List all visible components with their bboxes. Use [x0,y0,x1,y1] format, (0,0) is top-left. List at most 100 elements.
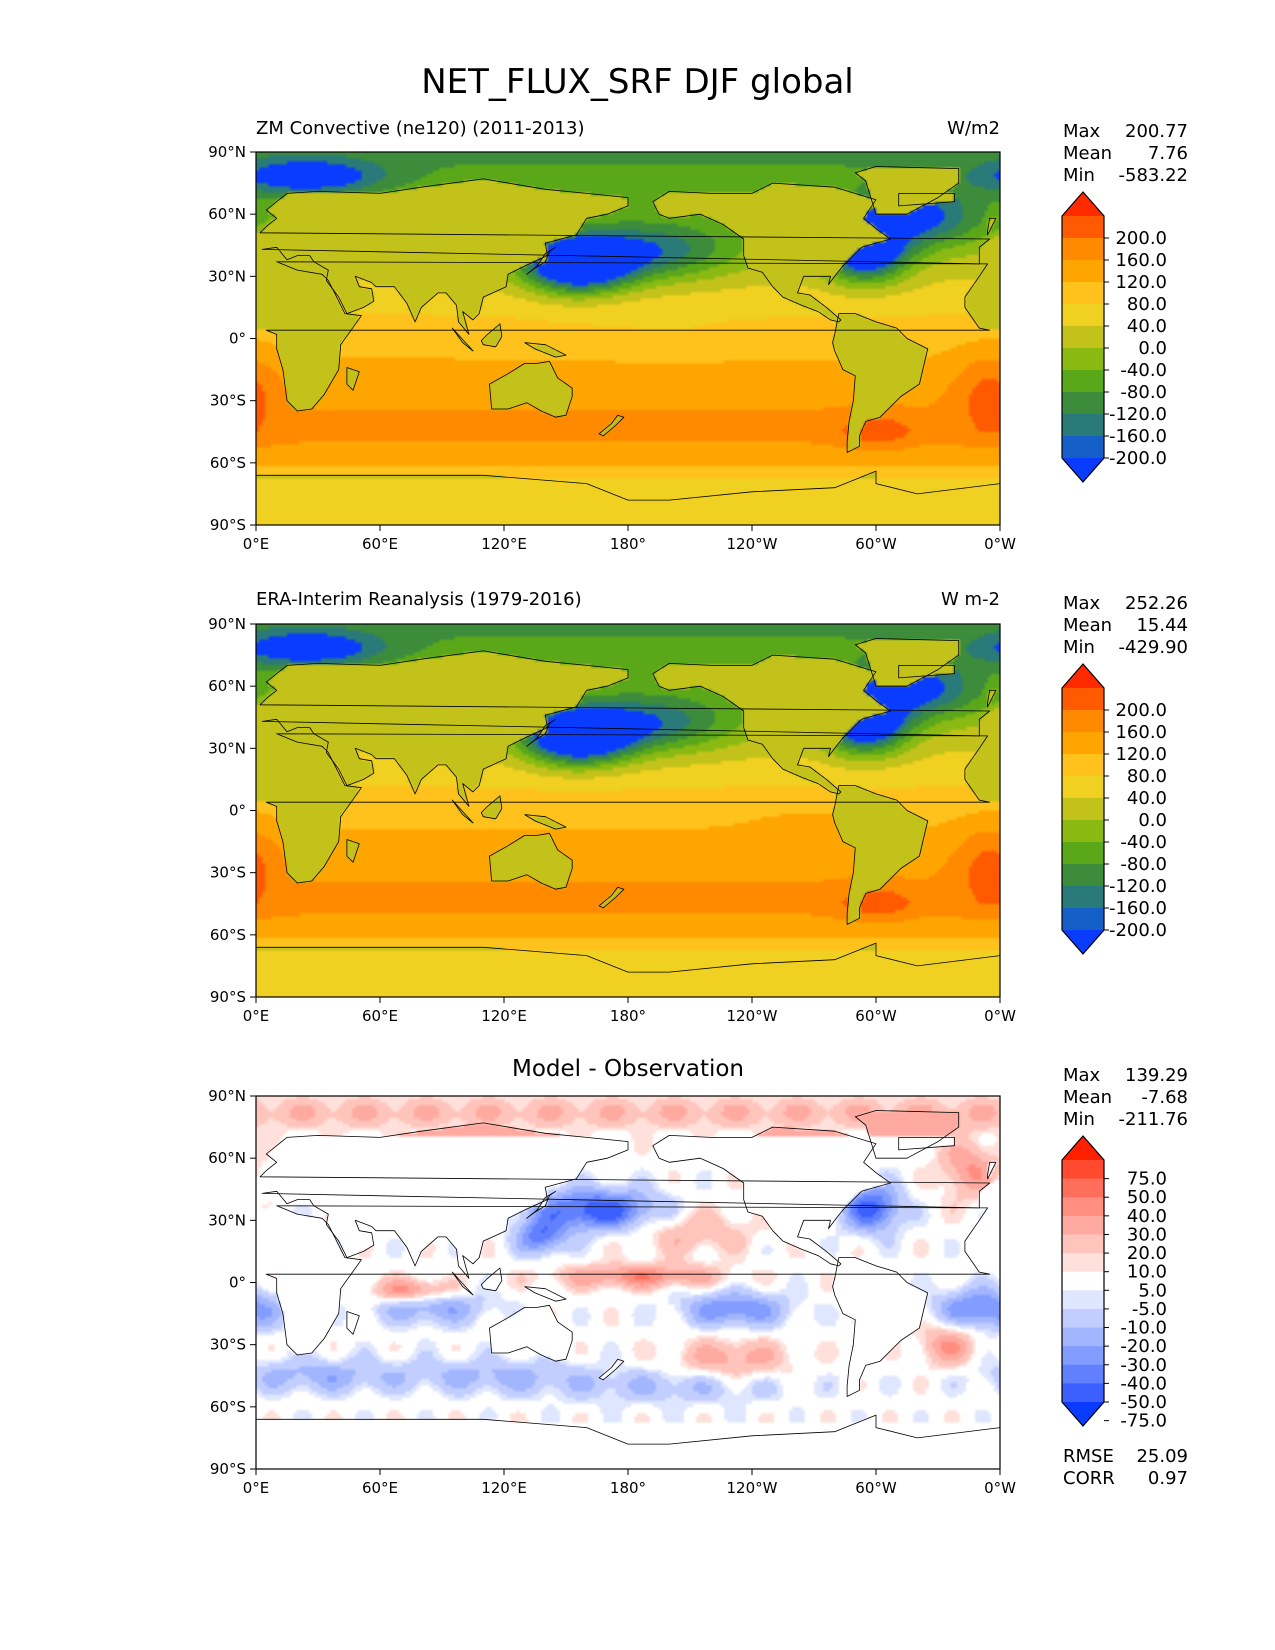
x-tick-label: 180° [610,1007,646,1025]
stat-label: Max [1063,121,1101,142]
map-field [256,1096,1000,1469]
stat-label: Min [1063,637,1095,658]
coastline [451,327,474,352]
colorbar-segment [1062,216,1104,239]
stat-value: 7.76 [1148,143,1188,164]
x-tick-label: 60°W [855,535,897,553]
colorbar-tick-label: 0.0 [1138,810,1167,831]
coastline [480,323,503,348]
colorbar-tick-label: -20.0 [1120,1336,1167,1357]
coastline [524,342,567,358]
coastline [987,217,997,236]
stat-value: -211.76 [1119,1109,1188,1130]
coastline [832,785,929,925]
colorbar-segment [1062,282,1104,305]
coastline [259,1122,991,1279]
colorbar-segment [1062,260,1104,283]
coastline [526,246,557,275]
colorbar-segment [1062,732,1104,755]
coastline [598,1358,625,1381]
colorbar-tick-label: 160.0 [1115,250,1167,271]
colorbar-segment [1062,436,1104,459]
map-field [256,624,1000,997]
coastline [524,814,567,830]
colorbar-tick-label: -10.0 [1120,1318,1167,1339]
colorbar-segment [1062,798,1104,821]
y-tick-label: 30°S [210,864,246,882]
x-tick-label: 0°E [243,1479,270,1497]
x-tick-label: 120°E [481,1007,527,1025]
colorbar-segment [1062,1234,1104,1254]
colorbar-tick-label: -75.0 [1120,1411,1167,1432]
colorbar-extend-max [1062,1136,1104,1160]
coastline [480,795,503,820]
coastline [489,360,573,418]
coastline [598,414,625,437]
coastline [854,638,960,687]
coastline [489,1304,573,1362]
stat-value: 0.97 [1148,1468,1188,1489]
colorbar-segment [1062,1308,1104,1329]
coastline [489,832,573,890]
colorbar-tick-label: 200.0 [1115,228,1167,249]
y-tick-label: 60°S [210,454,246,472]
colorbar-segment [1062,908,1104,931]
coastline [854,166,960,215]
colorbar-segment [1062,348,1104,371]
colorbar-tick-label: -200.0 [1109,920,1167,941]
coastline [259,178,991,335]
colorbar-extend-min [1062,1402,1104,1426]
stat-value: 252.26 [1125,593,1188,614]
colorbar-segment [1062,414,1104,437]
coastline [265,261,991,412]
x-tick-label: 120°E [481,535,527,553]
coastline [451,799,474,824]
x-tick-label: 0°E [243,535,270,553]
colorbar-segment [1062,820,1104,843]
y-tick-label: 90°N [208,143,246,161]
colorbar-tick-label: -40.0 [1120,1373,1167,1394]
colorbar-tick-label: -120.0 [1109,876,1167,897]
panel-title: Model - Observation [512,1056,744,1082]
x-tick-label: 0°W [984,535,1016,553]
coastline [832,1257,929,1397]
colorbar-segment [1062,864,1104,887]
colorbar: 200.0160.0120.080.040.00.0-40.0-80.0-120… [1061,663,1167,955]
coastline [259,650,991,807]
stat-label: Max [1063,1065,1101,1086]
colorbar-tick-label: -80.0 [1120,382,1167,403]
colorbar-tick-label: 75.0 [1127,1169,1167,1190]
y-tick-label: 0° [229,1274,246,1292]
colorbar-tick-label: 10.0 [1127,1262,1167,1283]
coastline [652,182,891,323]
y-tick-label: 30°N [208,739,246,757]
map-field [256,152,1000,525]
x-tick-label: 120°W [727,1007,778,1025]
panel-units: W/m2 [947,118,1000,139]
colorbar-tick-label: 200.0 [1115,700,1167,721]
colorbar-extend-min [1062,458,1104,482]
coastline [480,1267,503,1292]
coastline [598,886,625,909]
y-tick-label: 60°N [208,677,246,695]
y-tick-label: 60°S [210,1398,246,1416]
coastline [265,733,991,884]
colorbar-segment [1062,238,1104,261]
stat-value: -429.90 [1119,637,1188,658]
x-tick-label: 0°W [984,1007,1016,1025]
panel-title: ERA-Interim Reanalysis (1979-2016) [256,589,582,610]
coastline [346,367,360,391]
panel-3: 0°E 60°E 120°E 180° 120°W 60°W 0°W 90°N 60°N 30°N… [208,1056,1188,1497]
y-tick-label: 90°N [208,615,246,633]
coastline [652,654,891,795]
colorbar-extend-max [1062,664,1104,688]
colorbar-segment [1062,842,1104,865]
colorbar-segment [1062,1178,1104,1198]
colorbar-segment [1062,754,1104,777]
stat-value: 25.09 [1136,1446,1188,1467]
x-tick-label: 120°W [727,535,778,553]
y-tick-label: 90°N [208,1087,246,1105]
x-tick-label: 0°W [984,1479,1016,1497]
colorbar-segment [1062,1364,1104,1384]
